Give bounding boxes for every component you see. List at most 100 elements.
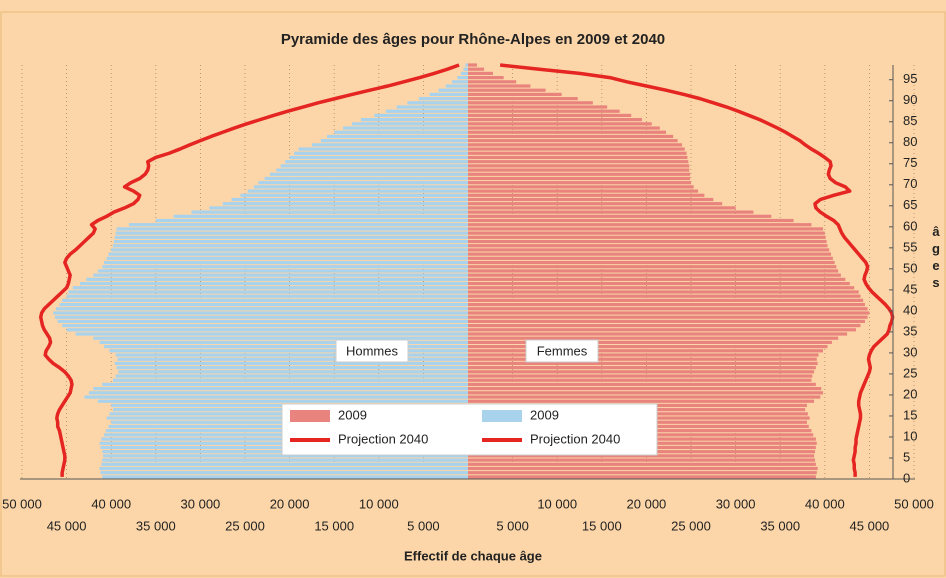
y-tick-label: 85: [903, 113, 917, 128]
bar: [112, 244, 468, 248]
bar: [55, 307, 469, 311]
bar: [468, 231, 825, 235]
y-tick-label: 0: [903, 470, 910, 485]
bar: [468, 239, 827, 244]
bar: [320, 139, 468, 143]
bar: [100, 471, 468, 475]
bar: [84, 395, 468, 399]
bar: [115, 374, 468, 378]
y-tick-label: 70: [903, 176, 917, 191]
bar: [468, 176, 691, 181]
y-tick-label: 60: [903, 218, 917, 233]
bar: [93, 273, 469, 277]
bar: [104, 345, 469, 349]
bar: [468, 353, 819, 357]
legend-label: 2009: [338, 407, 367, 422]
bar: [86, 277, 468, 281]
x-tick-label: 20 000: [270, 496, 310, 511]
bar: [468, 88, 546, 92]
bar: [116, 366, 468, 370]
bar: [264, 176, 468, 181]
bar: [468, 361, 818, 366]
legend-swatch: [290, 410, 330, 422]
bar: [468, 134, 674, 139]
bar: [102, 382, 468, 387]
bar: [468, 391, 824, 395]
bar: [75, 332, 469, 336]
bar: [253, 185, 468, 189]
bar: [343, 126, 468, 130]
bar: [396, 105, 468, 109]
bar: [468, 269, 839, 273]
x-tick-label: 10 000: [359, 496, 399, 511]
bar: [468, 164, 690, 168]
bar: [445, 84, 468, 88]
legend-swatch: [482, 410, 522, 422]
chart-title: Pyramide des âges pour Rhône-Alpes en 20…: [281, 31, 665, 48]
bar: [468, 294, 861, 298]
bar: [111, 248, 468, 252]
bar: [108, 252, 469, 256]
bar: [468, 63, 477, 67]
bar: [79, 281, 468, 286]
y-tick-label: 90: [903, 92, 917, 107]
legend-label: Projection 2040: [338, 431, 428, 446]
x-tick-label: 25 000: [671, 518, 711, 533]
x-tick-label: 30 000: [181, 496, 221, 511]
bar: [115, 353, 468, 357]
bar: [468, 113, 632, 118]
bar: [468, 143, 683, 147]
bar: [468, 336, 839, 340]
legend: [281, 403, 658, 456]
bar: [468, 319, 865, 323]
bar: [468, 399, 815, 403]
y-tick-label: 25: [903, 365, 917, 380]
bar: [468, 97, 578, 101]
bar: [468, 252, 832, 256]
bar: [468, 139, 678, 143]
y-tick-label: 95: [903, 71, 917, 86]
bar: [468, 185, 694, 189]
bar: [106, 256, 469, 260]
bar: [113, 239, 468, 244]
bar: [468, 67, 485, 71]
bar: [468, 302, 865, 307]
bar: [468, 147, 685, 151]
bar: [53, 311, 468, 315]
bar: [97, 399, 468, 403]
bar: [240, 193, 468, 197]
bar: [468, 118, 642, 122]
bar: [468, 172, 691, 176]
bar: [407, 101, 468, 105]
x-axis-label: Effectif de chaque âge: [404, 548, 542, 563]
bar: [468, 332, 848, 336]
bar: [468, 286, 855, 290]
annotation: Hommes: [346, 343, 399, 358]
projection-line: [499, 63, 895, 477]
bar: [468, 454, 815, 458]
bar: [468, 273, 841, 277]
bar: [468, 197, 714, 202]
x-tick-label: 5 000: [496, 518, 529, 533]
y-tick-label: 45: [903, 281, 917, 296]
bar: [129, 223, 469, 227]
bar: [468, 109, 620, 113]
bar: [465, 63, 468, 67]
bar: [468, 340, 832, 345]
bar: [117, 357, 468, 361]
y-tick-label: 35: [903, 323, 917, 338]
bar: [468, 210, 754, 214]
bar: [468, 307, 868, 311]
bar: [468, 84, 531, 88]
bar: [468, 151, 687, 155]
bar: [294, 151, 468, 155]
bar: [468, 126, 660, 130]
y-tick-label: 65: [903, 197, 917, 212]
bar: [468, 462, 816, 466]
y-tick-label: 5: [903, 449, 910, 464]
bar: [463, 67, 468, 71]
bar: [468, 160, 689, 164]
x-tick-label: 25 000: [225, 518, 265, 533]
bar: [468, 475, 816, 479]
bar: [66, 294, 468, 298]
